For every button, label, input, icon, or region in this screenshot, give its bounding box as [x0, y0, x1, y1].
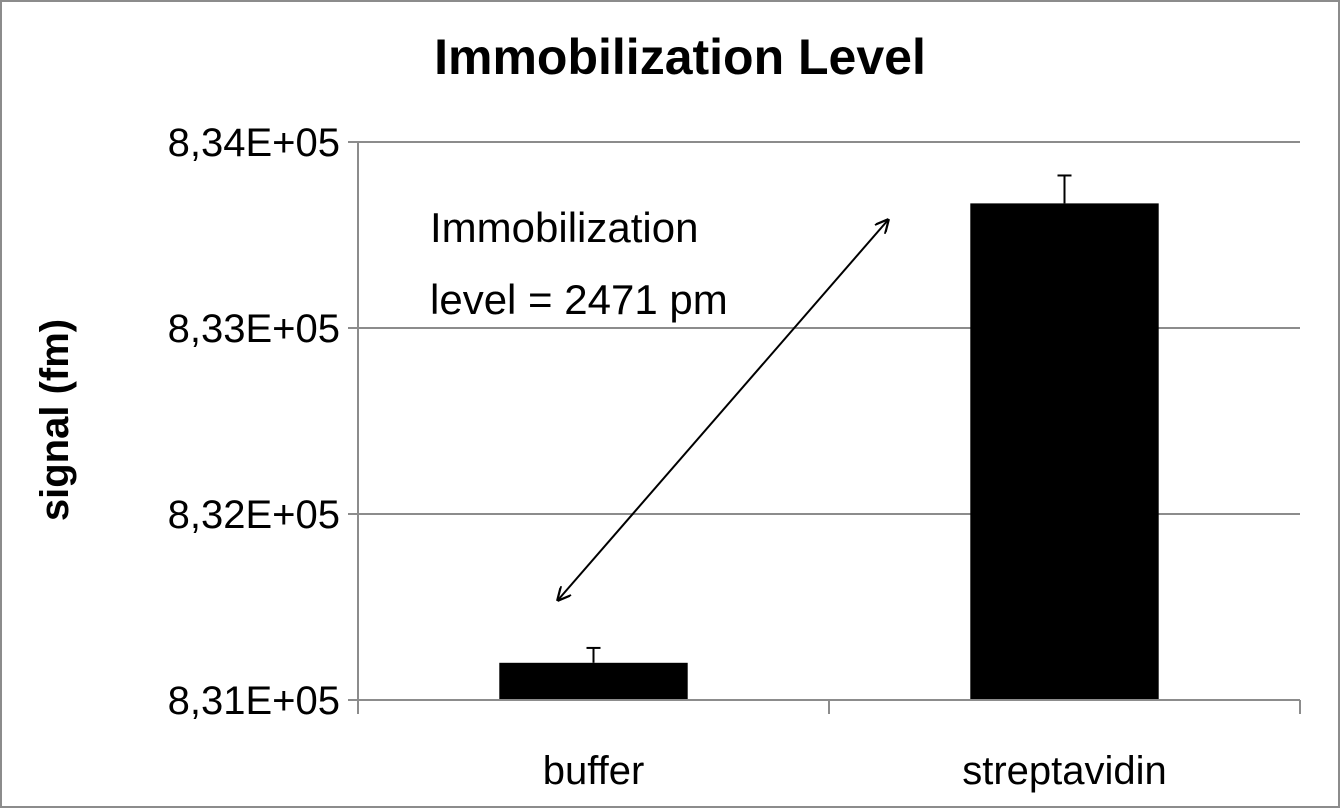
y-tick-label: 8,33E+05: [168, 307, 340, 351]
annotation-text-line1: Immobilization: [430, 204, 698, 251]
y-tick-label: 8,34E+05: [168, 121, 340, 165]
y-tick-labels: 8,31E+05 8,32E+05 8,33E+05 8,34E+05: [168, 121, 340, 723]
bar-streptavidin: [970, 203, 1159, 700]
x-tick-labels: buffer streptavidin: [543, 749, 1167, 793]
bars: [499, 203, 1159, 700]
x-axis: [357, 699, 1301, 714]
y-axis-label: signal (fm): [33, 319, 77, 521]
bar-buffer: [499, 662, 688, 700]
annotation-text-line2: level = 2471 pm: [430, 276, 728, 323]
error-bars: [586, 174, 1072, 663]
x-tick-label: buffer: [543, 749, 645, 793]
y-tick-label: 8,31E+05: [168, 679, 340, 723]
annotation-double-arrow: [558, 220, 888, 600]
y-tick-label: 8,32E+05: [168, 493, 340, 537]
chart-title: Immobilization Level: [434, 29, 926, 85]
x-tick-label: streptavidin: [962, 749, 1167, 793]
